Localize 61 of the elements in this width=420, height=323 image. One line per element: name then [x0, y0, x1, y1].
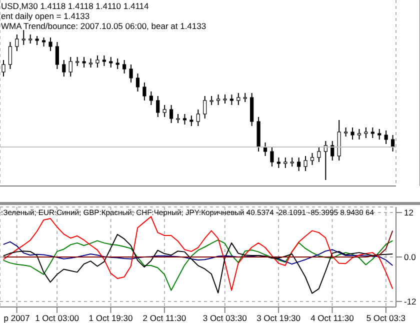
candlestick — [390, 134, 395, 152]
candlestick — [196, 109, 200, 126]
candlestick — [136, 73, 140, 92]
candlestick — [317, 146, 321, 162]
candlestick — [149, 91, 153, 106]
candlestick — [276, 157, 280, 168]
candlestick — [162, 104, 166, 118]
line-series — [2, 241, 394, 266]
line-series — [2, 216, 394, 291]
candlestick — [370, 127, 374, 138]
x-tick-label: 3 Oct 19:30 — [256, 313, 301, 323]
annotation: WMA Trend/bounce: 2007.10.05 06:00, bear at 1.4133 — [1, 21, 206, 31]
y-tick-label: 12 — [404, 208, 414, 218]
candlestick — [142, 82, 146, 101]
candlestick — [236, 92, 240, 106]
candlestick — [297, 157, 301, 172]
x-tick-label: 1 Oct 03:00 — [35, 313, 80, 323]
x-tick-label: 1 Oct 19:30 — [88, 313, 133, 323]
candlestick — [304, 156, 308, 172]
candlestick — [15, 34, 19, 52]
candlestick — [230, 94, 234, 106]
chart-title: USD,M30 1.4118 1.4118 1.4110 1.4114 — [1, 1, 150, 11]
candlestick — [102, 55, 106, 66]
candlestick — [96, 55, 100, 68]
line-series — [2, 230, 394, 258]
x-tick-label: p 2007 — [4, 313, 30, 323]
candlestick — [8, 42, 12, 70]
x-tick-label: 3 Oct 03:30 — [202, 313, 248, 323]
candlestick — [169, 104, 174, 124]
candlestick — [182, 114, 187, 125]
candlestick — [22, 30, 26, 46]
x-tick-label: 4 Oct 11:30 — [310, 313, 354, 323]
candlestick — [62, 60, 66, 77]
candlestick — [122, 60, 126, 74]
y-tick-label: -12 — [404, 296, 417, 306]
x-tick-label: 2 Oct 11:30 — [142, 313, 186, 323]
candlestick — [384, 130, 388, 144]
candlestick — [129, 64, 133, 83]
candlestick — [190, 115, 194, 126]
text: ent daily open = 1.4133 — [1, 11, 91, 21]
candlestick — [310, 152, 314, 166]
candlestick — [270, 146, 274, 167]
candlestick — [350, 127, 354, 140]
candlestick — [82, 56, 86, 68]
x-tick-label: 5 Oct 03:3 — [366, 313, 406, 323]
candlestick — [250, 92, 254, 126]
candlestick — [55, 42, 59, 70]
candlestick — [337, 120, 341, 161]
candlestick — [203, 96, 207, 119]
candlestick — [68, 56, 72, 77]
candlestick — [116, 58, 120, 70]
y-tick-label: 0.0 — [404, 252, 416, 262]
candlestick — [357, 128, 362, 140]
candlestick — [378, 128, 382, 140]
candlestick — [216, 94, 220, 106]
candlestick — [109, 56, 113, 68]
candlestick — [156, 96, 160, 118]
candlestick — [48, 37, 52, 52]
candlestick — [364, 127, 368, 138]
candlestick — [330, 140, 334, 161]
candlestick — [284, 157, 288, 168]
